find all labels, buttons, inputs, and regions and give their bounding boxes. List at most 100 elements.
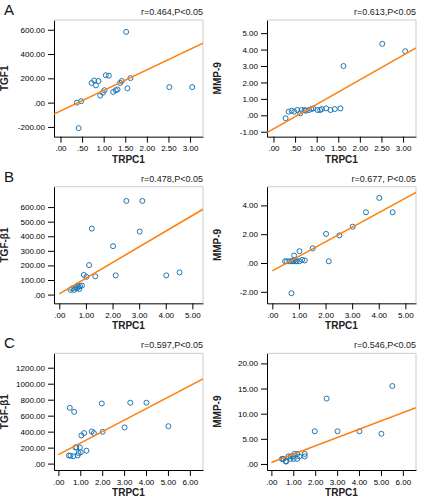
y-axis: .005.0010.0015.0020.00 — [238, 354, 268, 471]
x-tick: 1.00 — [79, 303, 95, 320]
y-tick-label: .00 — [247, 111, 259, 120]
x-tick-label: 3.00 — [396, 144, 412, 153]
y-tick-mark — [261, 132, 267, 133]
x-axis-label: TRPC1 — [325, 154, 358, 165]
panel: .001.002.003.004.005.006.00.00200.00400.… — [0, 340, 204, 498]
x-axis-label: TRPC1 — [112, 487, 145, 498]
frame-top — [267, 186, 416, 187]
x-tick-mark — [190, 470, 191, 476]
x-tick-mark — [86, 303, 87, 309]
scatter-point — [137, 229, 142, 234]
x-tick-mark — [299, 303, 300, 309]
y-tick-mark — [48, 30, 54, 31]
scatter-point — [312, 429, 317, 434]
y-tick-mark — [48, 251, 54, 252]
x-tick-label: 2.00 — [353, 144, 369, 153]
y-tick-label: 2.00 — [242, 79, 258, 88]
y-tick-label: 10.00 — [238, 410, 259, 419]
x-tick-mark — [293, 470, 294, 476]
y-tick-label: 4.00 — [242, 46, 258, 55]
x-tick-mark — [403, 137, 404, 143]
y-tick-label: 300.00 — [21, 247, 46, 256]
y-tick-mark — [261, 439, 267, 440]
panel: .001.002.003.004.005.00-2.00.002.004.00T… — [212, 174, 417, 332]
scatter-point — [111, 244, 116, 249]
x-tick-label: 1.00 — [286, 478, 302, 487]
frame-right — [203, 20, 204, 137]
y-tick-mark — [261, 414, 267, 415]
scatter-point — [167, 85, 172, 90]
scatter-point — [326, 259, 331, 264]
x-tick-mark — [379, 303, 380, 309]
x-tick: 1.00 — [73, 470, 89, 487]
y-tick-mark — [48, 280, 54, 281]
x-axis-label: TRPC1 — [112, 320, 145, 331]
x-tick-mark — [272, 303, 273, 309]
x-tick-label: .00 — [53, 478, 65, 487]
y-axis-label: MMP-9 — [212, 228, 223, 261]
frame-right — [203, 187, 204, 304]
x-tick-mark — [381, 470, 382, 476]
frame-right — [416, 353, 417, 470]
y-tick-mark — [261, 464, 267, 465]
x-axis-line — [55, 470, 204, 471]
annotation: r=0.546,P<0.05 — [354, 340, 416, 350]
y-tick: 500.00 — [21, 218, 54, 227]
scatter-point — [295, 456, 300, 461]
y-tick: 1.00 — [242, 95, 267, 104]
y-tick: 300.00 — [21, 247, 54, 256]
x-tick: 5.00 — [185, 303, 201, 320]
y-tick: 600.00 — [21, 26, 54, 35]
x-tick-mark — [104, 137, 105, 143]
x-tick-mark — [147, 137, 148, 143]
x-tick-label: 5.00 — [185, 311, 201, 320]
x-tick-mark — [271, 470, 272, 476]
x-tick: 2.00 — [95, 470, 111, 487]
scatter-point — [78, 450, 83, 455]
x-tick-mark — [403, 470, 404, 476]
scatter-point — [140, 198, 145, 203]
x-tick: 5.00 — [398, 303, 414, 320]
y-tick-mark — [48, 127, 54, 128]
x-axis-line — [268, 303, 417, 304]
x-tick: 5.00 — [374, 470, 390, 487]
y-tick-label: 200.00 — [21, 261, 46, 270]
x-tick: 6.00 — [183, 470, 199, 487]
x-tick: .00 — [267, 303, 279, 320]
x-axis-line — [268, 470, 417, 471]
x-tick: 3.00 — [345, 303, 361, 320]
y-tick: 800.00 — [21, 396, 54, 405]
x-tick-label: 2.00 — [140, 144, 156, 153]
x-tick-label: 2.00 — [308, 478, 324, 487]
y-tick-mark — [261, 389, 267, 390]
scatter-point — [77, 287, 82, 292]
y-tick: 400.00 — [21, 232, 54, 241]
y-tick-label: 1200.00 — [16, 364, 45, 373]
y-tick: 1000.00 — [16, 380, 54, 389]
y-tick-label: .00 — [247, 259, 259, 268]
plot-area — [271, 384, 416, 464]
x-tick-label: 3.00 — [183, 144, 199, 153]
y-tick-label: 400.00 — [21, 232, 46, 241]
x-tick-mark — [360, 137, 361, 143]
y-tick-mark — [261, 33, 267, 34]
frame-top — [54, 353, 203, 354]
x-tick: 1.50 — [118, 137, 134, 154]
y-tick-mark — [48, 464, 54, 465]
x-tick: 2.00 — [353, 137, 369, 154]
x-tick-label: 4.00 — [139, 478, 155, 487]
y-tick-mark — [48, 432, 54, 433]
y-tick: 400.00 — [21, 50, 54, 59]
y-tick-label: 200.00 — [21, 74, 46, 83]
x-tick-mark — [80, 470, 81, 476]
y-tick-label: .00 — [34, 291, 46, 300]
y-tick-mark — [261, 363, 267, 364]
regression-line — [58, 379, 203, 455]
x-tick: 1.00 — [286, 470, 302, 487]
x-tick-label: 1.00 — [96, 144, 112, 153]
x-axis-line — [55, 303, 204, 304]
annotation: r=0.613,P<0.05 — [354, 7, 416, 17]
y-tick-mark — [261, 234, 267, 235]
y-tick-mark — [48, 78, 54, 79]
x-tick: 2.00 — [318, 303, 334, 320]
